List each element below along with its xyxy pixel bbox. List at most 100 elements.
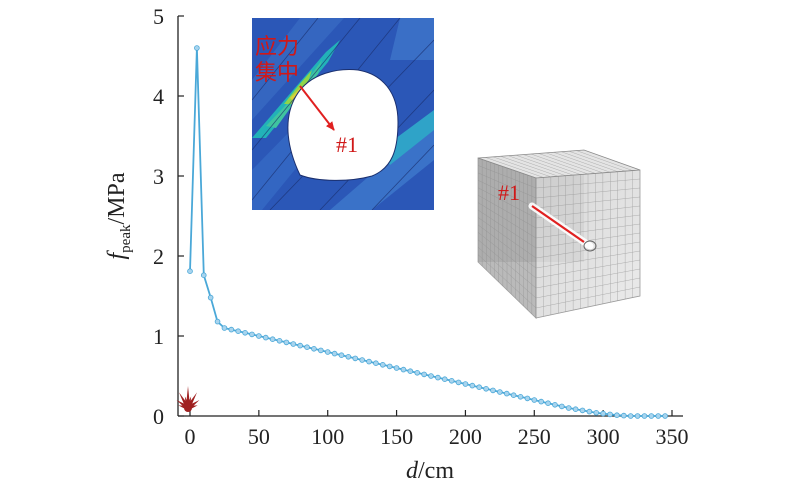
data-point (572, 406, 579, 413)
data-point (483, 385, 489, 392)
concentration-core (284, 70, 312, 104)
data-point (545, 400, 551, 407)
data-point (324, 349, 331, 355)
data-point (414, 369, 421, 376)
data-point (455, 379, 462, 386)
data-point (400, 366, 407, 373)
mesh-line (477, 224, 537, 269)
x-tick-label: 150 (380, 424, 413, 449)
x-tick-label: 0 (185, 424, 196, 449)
data-point (338, 352, 345, 359)
concentration-band (266, 60, 322, 128)
data-point (386, 363, 393, 370)
data-point (290, 341, 297, 347)
data-point (283, 339, 290, 346)
data-point (476, 384, 483, 391)
data-point (304, 344, 310, 351)
data-point (627, 413, 634, 419)
data-point (586, 408, 593, 415)
data-point (297, 342, 303, 349)
data-point (600, 410, 606, 417)
cube-borehole-label: #1 (498, 180, 520, 205)
mesh-line (530, 153, 589, 175)
data-point (249, 331, 255, 338)
mesh-line (477, 217, 537, 259)
series-layer (187, 45, 668, 419)
y-axis-sub: peak (118, 224, 134, 253)
mesh-line (477, 209, 537, 249)
rock-cube-model: #1 (477, 149, 641, 319)
data-point (373, 360, 379, 367)
y-tick-label: 0 (153, 404, 164, 429)
mesh-line (535, 286, 641, 309)
cube-borehole-end (583, 240, 597, 252)
data-point (228, 326, 235, 333)
data-point (517, 393, 524, 400)
data-point (207, 294, 214, 301)
tunnel-opening (287, 69, 399, 181)
data-point (269, 336, 276, 343)
mesh-line (493, 156, 551, 178)
data-point (428, 373, 434, 379)
data-point (565, 405, 572, 411)
data-point (655, 413, 662, 419)
inset-borehole-label: #1 (336, 132, 358, 157)
mesh-line (535, 250, 641, 269)
data-point (214, 318, 221, 325)
data-point (510, 392, 517, 399)
mesh-line (477, 254, 537, 309)
x-axis-var: d (406, 458, 419, 484)
y-tick-label: 5 (153, 4, 164, 29)
mesh-line (477, 246, 537, 299)
mesh-line (546, 152, 603, 174)
mesh-line (576, 150, 633, 171)
data-point (194, 45, 200, 51)
data-point (242, 329, 248, 336)
mesh-line (535, 268, 641, 289)
y-tick-label: 3 (153, 164, 164, 189)
data-point (538, 398, 544, 405)
mesh-line (538, 153, 596, 174)
y-axis-var: f (104, 250, 130, 260)
data-point (462, 381, 469, 387)
axes: 0 50 100 150 200 250 300 350 0 1 2 3 4 5 (153, 4, 689, 449)
data-point (490, 387, 496, 394)
x-tick-label: 300 (587, 424, 620, 449)
inset-band (390, 18, 434, 60)
x-axis-title: d/cm (406, 458, 454, 484)
concentration-label-line1: 应力 (255, 34, 299, 59)
inset-arrow (299, 85, 335, 131)
y-tick-label: 1 (153, 324, 164, 349)
mesh-line (568, 150, 626, 172)
mesh-line (535, 241, 641, 259)
data-point (276, 337, 283, 344)
y-tick-label: 4 (153, 84, 164, 109)
concentration-label-line2: 集中 (255, 60, 299, 85)
mesh-line (561, 151, 618, 172)
data-point (469, 382, 476, 389)
data-point (366, 358, 372, 365)
stress-contour-inset: 应力 集中 #1 (252, 18, 434, 210)
burst-icon (176, 386, 200, 412)
cube-arrow (531, 205, 585, 243)
data-point (524, 395, 531, 402)
data-point (435, 374, 441, 381)
data-point (662, 413, 668, 419)
data-point (614, 412, 620, 419)
mesh-line (553, 152, 611, 173)
x-axis-unit: /cm (418, 458, 454, 484)
data-point (262, 334, 269, 341)
data-point (552, 401, 558, 408)
data-point (200, 272, 207, 279)
data-point (345, 353, 352, 360)
tick-group: 0 50 100 150 200 250 300 350 0 1 2 3 4 5 (153, 4, 689, 449)
data-point (559, 403, 565, 410)
y-tick-label: 2 (153, 244, 164, 269)
data-point (187, 268, 193, 275)
data-point (331, 350, 338, 357)
y-axis-title: fpeak/MPa (104, 172, 134, 259)
data-point (311, 345, 317, 352)
data-point (221, 325, 228, 331)
